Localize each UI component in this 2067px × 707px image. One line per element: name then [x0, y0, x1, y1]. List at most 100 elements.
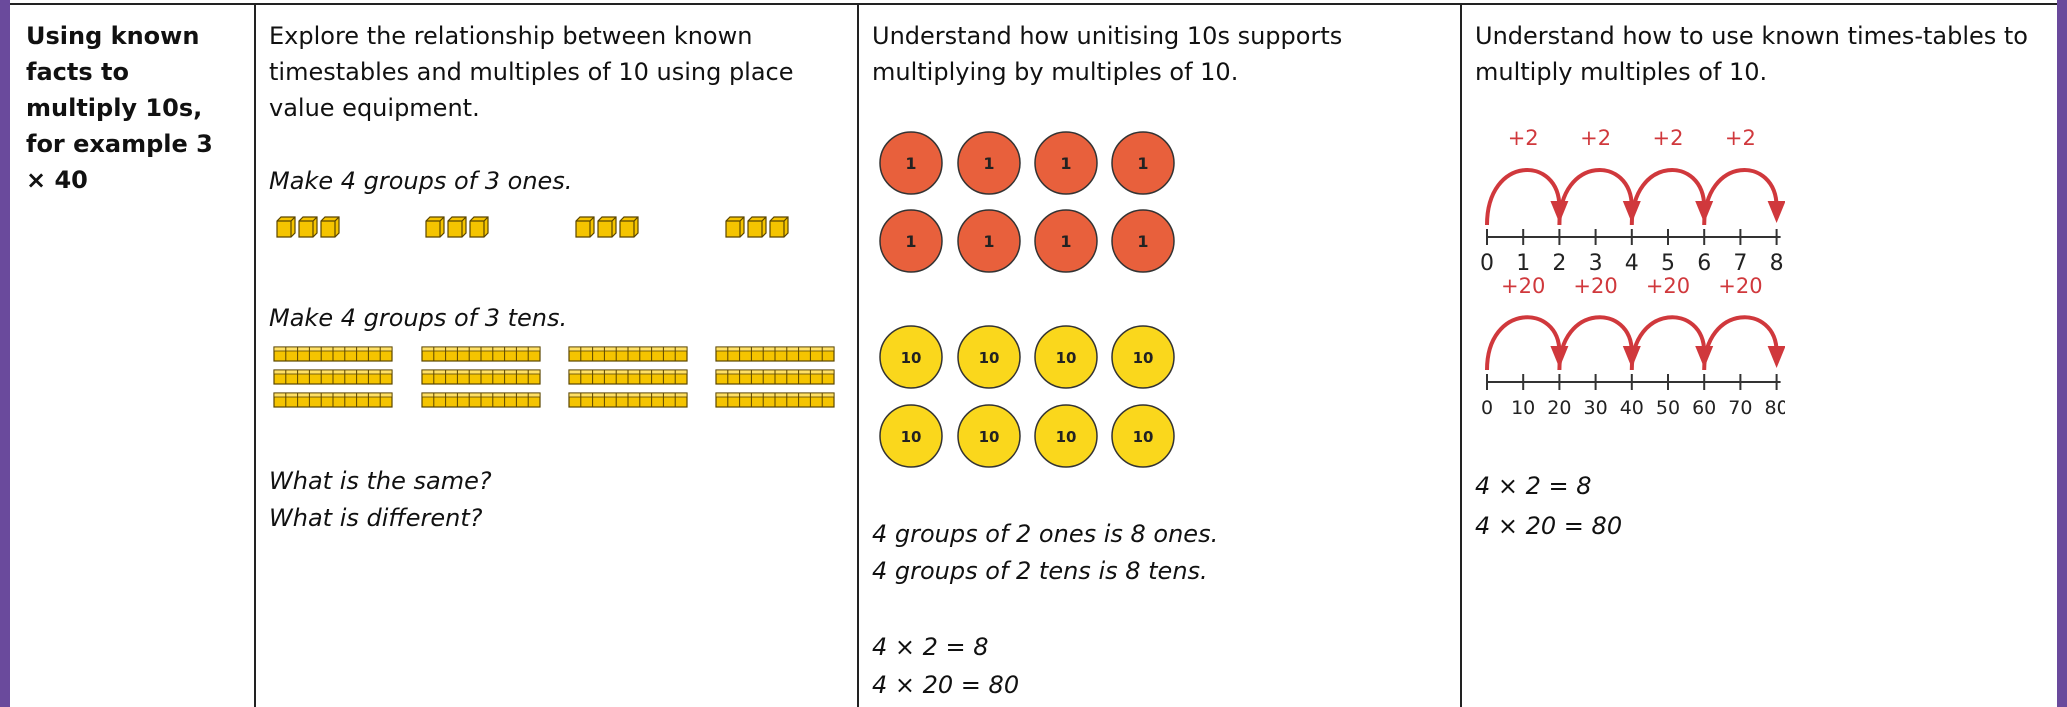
- counter-label: 10: [979, 349, 1000, 367]
- jump-arc: [1557, 168, 1634, 226]
- cube-edge: [448, 216, 467, 237]
- question: What is different?: [269, 504, 483, 532]
- counter: [1111, 131, 1175, 195]
- counter-label: 1: [905, 232, 916, 251]
- tick-label: 10: [1511, 397, 1535, 419]
- top-border: [10, 3, 2057, 5]
- tick-label: 40: [1620, 397, 1644, 419]
- jump-arc: [1629, 168, 1707, 226]
- arrowhead: [1767, 346, 1785, 368]
- jump-arc: [1557, 315, 1634, 371]
- question: What is the same?: [269, 467, 492, 495]
- equation: 4 × 20 = 80: [872, 671, 1020, 699]
- counter-label: 10: [1133, 428, 1154, 446]
- cube-edge: [277, 216, 296, 237]
- column-divider: [1460, 3, 1462, 707]
- tick-label: 20: [1547, 397, 1571, 419]
- cube-edge: [726, 216, 745, 237]
- jump-label: +2: [1725, 126, 1756, 150]
- tick-label: 70: [1728, 397, 1752, 419]
- counter: [957, 325, 1021, 389]
- counter: [879, 404, 943, 468]
- tick-label: 60: [1692, 397, 1716, 419]
- prompt: Make 4 groups of 3 tens.: [269, 304, 568, 332]
- left-border: [0, 0, 10, 707]
- equation: 4 × 2 = 8: [1475, 472, 1592, 500]
- equation: 4 × 2 = 8: [872, 633, 989, 661]
- counter: [1034, 131, 1098, 195]
- tick-label: 7: [1733, 251, 1747, 276]
- right-border: [2057, 0, 2067, 707]
- counter: [879, 325, 943, 389]
- jump-arc: [1702, 168, 1779, 226]
- cube-edge: [426, 216, 445, 237]
- jump-label: +20: [1646, 274, 1690, 298]
- cube-edge: [299, 216, 318, 237]
- jump-arc: [1702, 315, 1779, 371]
- statement: 4 groups of 2 tens is 8 tens.: [872, 557, 1208, 585]
- counter-label: 10: [901, 428, 922, 446]
- cell-intro: Understand how to use known times-tables…: [1475, 22, 2028, 86]
- counter: [879, 209, 943, 273]
- tick-label: 2: [1552, 251, 1566, 276]
- counter: [957, 131, 1021, 195]
- counter: [1034, 325, 1098, 389]
- counter-label: 1: [983, 154, 994, 173]
- jump-label: +2: [1580, 126, 1611, 150]
- counter-label: 1: [1060, 154, 1071, 173]
- counter: [1034, 209, 1098, 273]
- counter: [1111, 325, 1175, 389]
- counter-label: 1: [905, 154, 916, 173]
- counter-label: 1: [1137, 154, 1148, 173]
- statement: 4 groups of 2 ones is 8 ones.: [872, 520, 1219, 548]
- jump-arc: [1629, 315, 1707, 371]
- tick-label: 8: [1770, 251, 1784, 276]
- tick-label: 80: [1765, 397, 1789, 419]
- counter: [1111, 404, 1175, 468]
- counter-label: 1: [1060, 232, 1071, 251]
- tick-label: 50: [1656, 397, 1680, 419]
- jump-arc: [1485, 315, 1562, 371]
- counter-label: 1: [983, 232, 994, 251]
- counter-label: 10: [1056, 428, 1077, 446]
- cube-edge: [470, 216, 489, 237]
- cube-edge: [770, 216, 789, 237]
- tick-label: 3: [1589, 251, 1603, 276]
- cube-edge: [598, 216, 617, 237]
- jump-label: +20: [1718, 274, 1762, 298]
- counter-label: 1: [1137, 232, 1148, 251]
- cell-intro: Explore the relationship between known t…: [269, 22, 794, 122]
- counter-label: 10: [901, 349, 922, 367]
- counter: [957, 209, 1021, 273]
- prompt: Make 4 groups of 3 ones.: [269, 167, 573, 195]
- column-divider: [857, 3, 859, 707]
- equation: 4 × 20 = 80: [1475, 512, 1623, 540]
- column-divider: [254, 3, 256, 707]
- jump-label: +2: [1508, 126, 1539, 150]
- jump-label: +20: [1573, 274, 1617, 298]
- row-heading: Using known facts to multiply 10s, for e…: [26, 22, 213, 194]
- tick-label: 4: [1625, 251, 1639, 276]
- tick-label: 30: [1584, 397, 1608, 419]
- tick-label: 0: [1481, 397, 1493, 419]
- cube-edge: [576, 216, 595, 237]
- cell-intro: Understand how unitising 10s supports mu…: [872, 22, 1343, 86]
- counter: [957, 404, 1021, 468]
- jump-label: +2: [1653, 126, 1684, 150]
- tick-label: 6: [1697, 251, 1711, 276]
- number-lines: 0 1 2 3 4 5 6 7 8+2 +2 +2 +20 10 20 30 40 50 60 70 80+20 +20…: [1480, 126, 1789, 419]
- counter-label: 10: [1133, 349, 1154, 367]
- counter-label: 10: [1056, 349, 1077, 367]
- tick-label: 0: [1480, 251, 1494, 276]
- counter-label: 10: [979, 428, 1000, 446]
- counter: [879, 131, 943, 195]
- jump-arc: [1485, 168, 1562, 226]
- cube-edge: [321, 216, 340, 237]
- tick-label: 5: [1661, 251, 1675, 276]
- jump-label: +20: [1501, 274, 1545, 298]
- tick-label: 1: [1516, 251, 1530, 276]
- arrowhead: [1767, 201, 1785, 223]
- counter: [1034, 404, 1098, 468]
